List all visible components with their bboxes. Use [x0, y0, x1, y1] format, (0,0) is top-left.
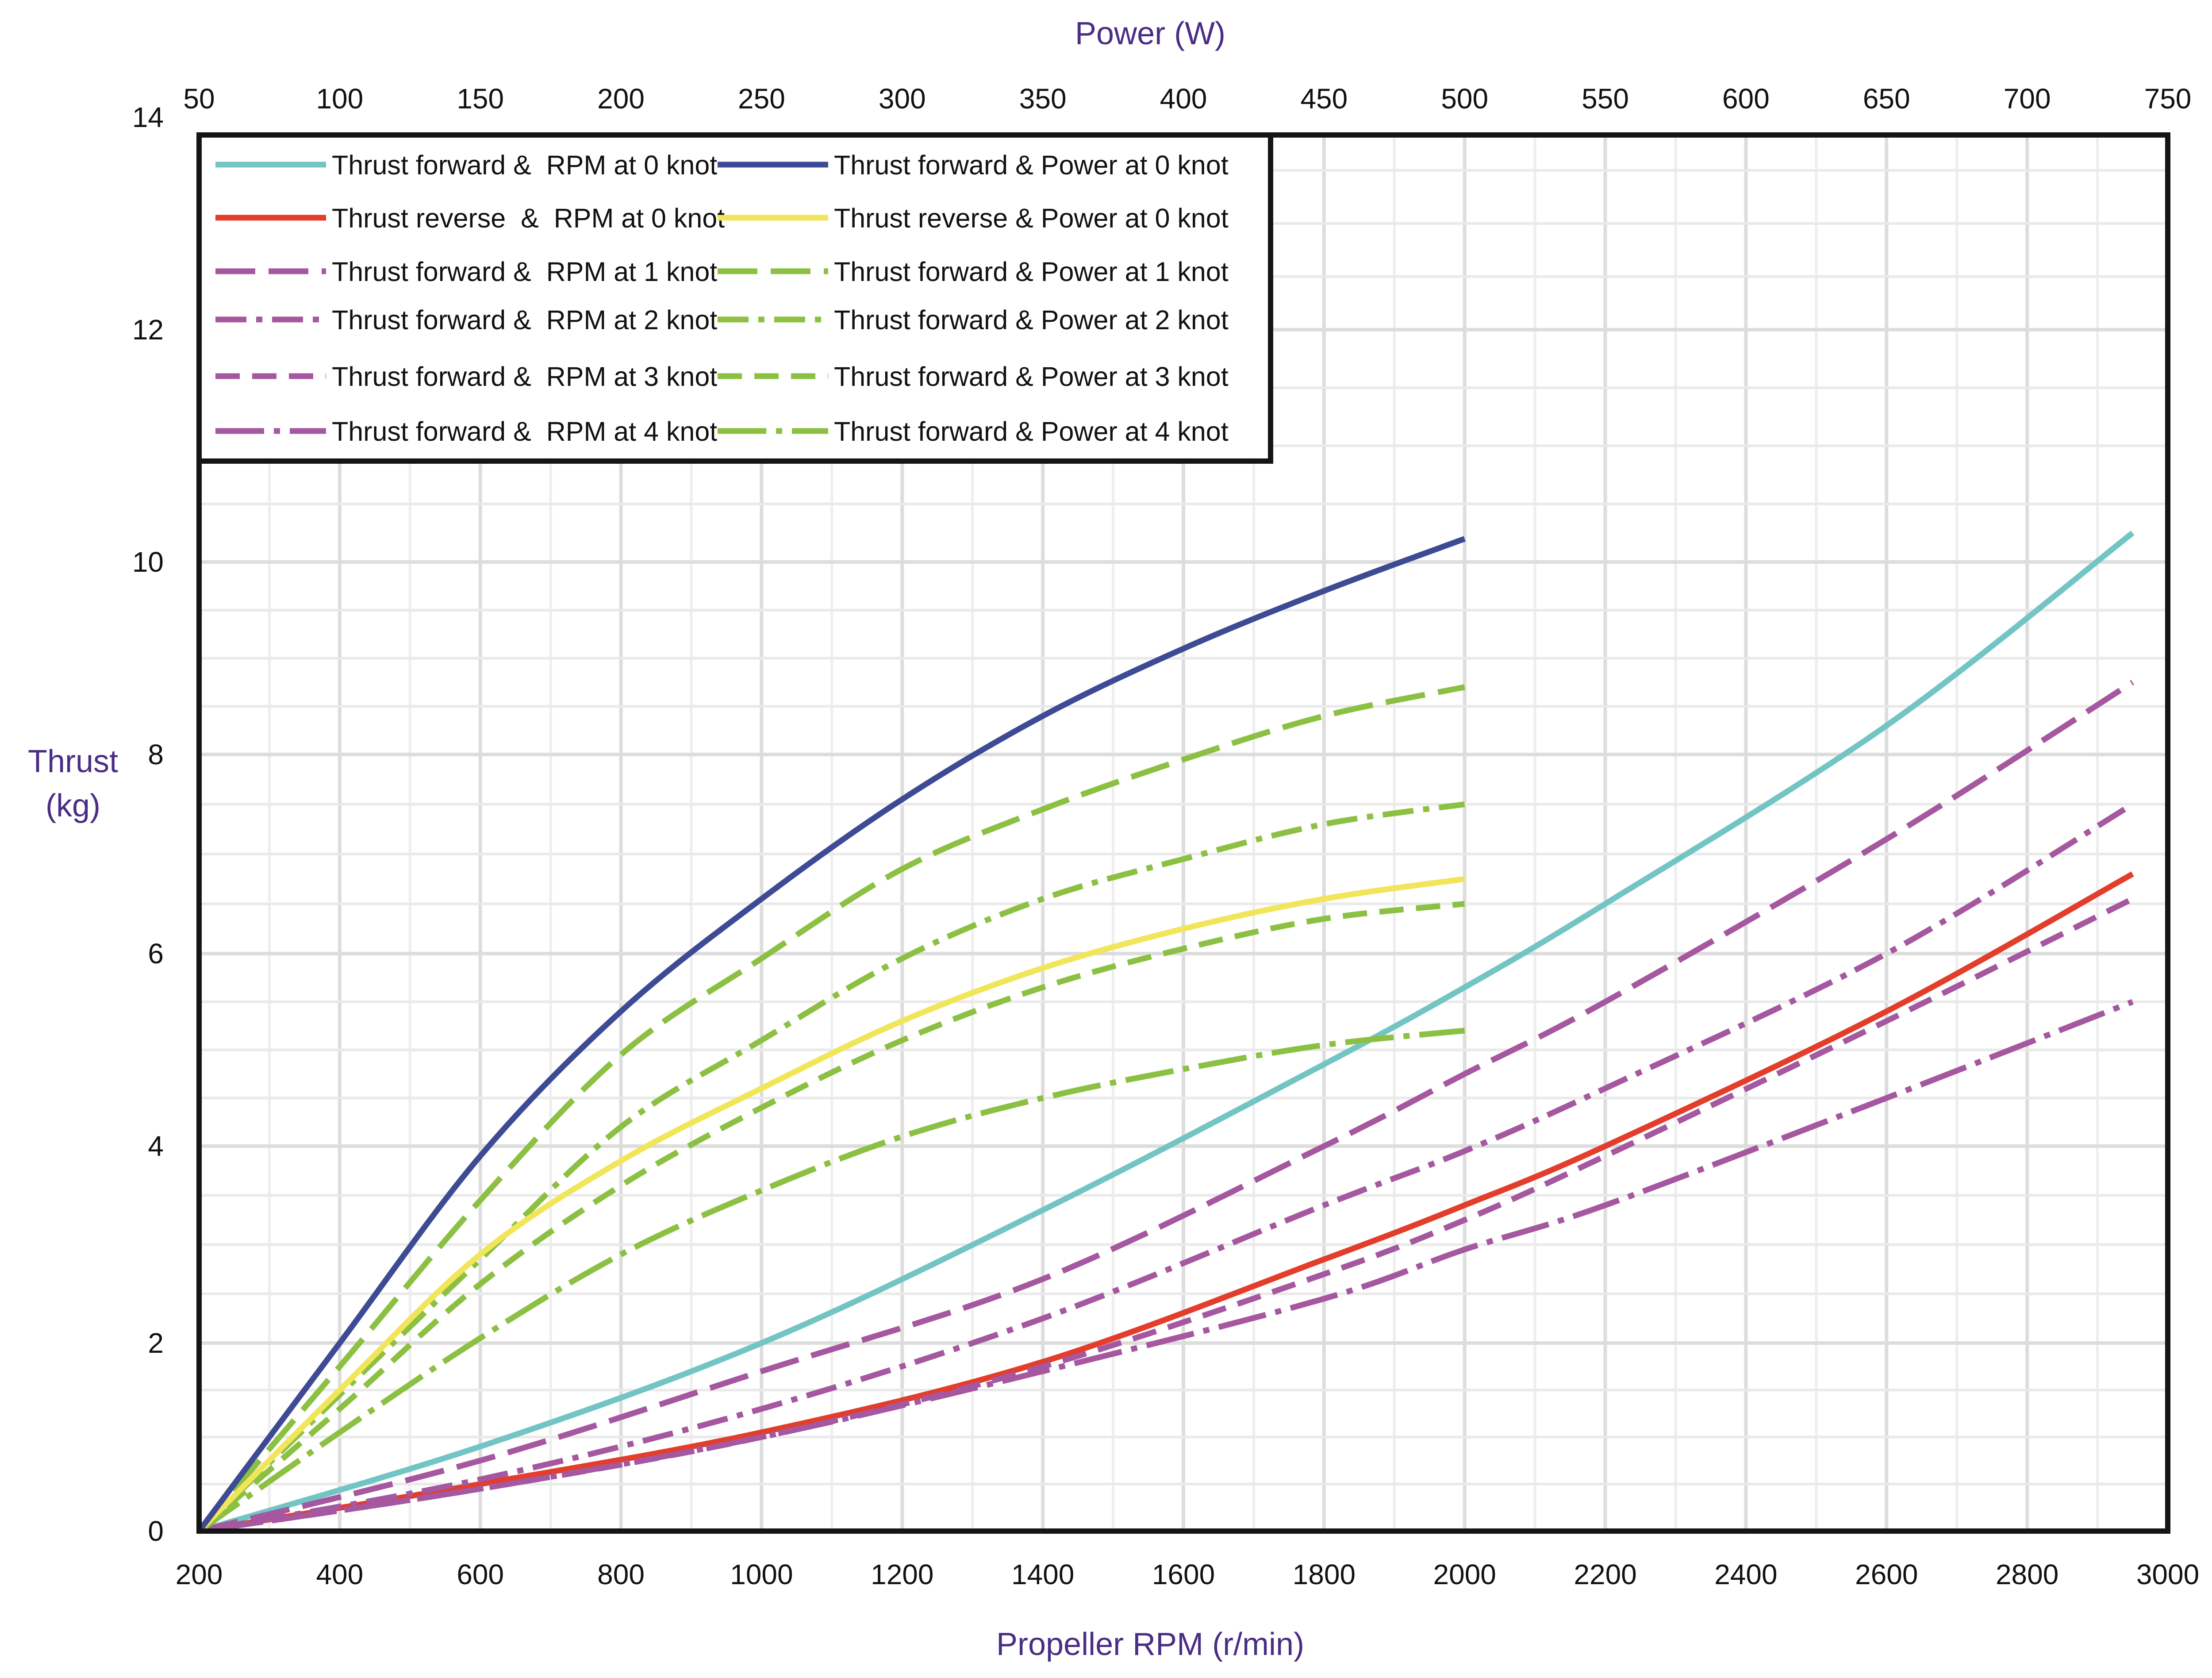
legend-label-4: Thrust forward & RPM at 1 knot: [332, 257, 717, 287]
x-tick-label: 800: [597, 1559, 645, 1590]
y-tick-label: 0: [148, 1515, 164, 1547]
legend-label-2: Thrust reverse & RPM at 0 knot: [332, 203, 725, 233]
x2-tick-label: 50: [183, 83, 215, 115]
x-tick-label: 3000: [2136, 1559, 2199, 1590]
series-line-8: [199, 896, 2134, 1534]
series-line-3: [197, 876, 1465, 1533]
x2-tick-label: 550: [1582, 83, 1629, 115]
legend-label-3: Thrust reverse & Power at 0 knot: [834, 203, 1229, 233]
series-line-6: [198, 801, 2134, 1534]
y-tick-label: 6: [148, 938, 164, 970]
y-tick-label: 12: [132, 314, 164, 346]
x-tick-label: 1800: [1293, 1559, 1356, 1590]
series-line-9: [197, 901, 1465, 1533]
legend-label-5: Thrust forward & Power at 1 knot: [834, 257, 1229, 287]
x-tick-label: 600: [457, 1559, 504, 1590]
y-tick-label: 14: [132, 101, 164, 133]
x-tick-label: 200: [176, 1559, 223, 1590]
x-tick-label: 2200: [1574, 1559, 1636, 1590]
x2-tick-label: 300: [879, 83, 926, 115]
legend: Thrust forward & RPM at 0 knot Thrust for…: [196, 132, 1273, 464]
series-line-1: [196, 536, 1466, 1533]
x2-axis-title: Power (W): [1075, 16, 1225, 51]
y-axis-title-line2: (kg): [46, 788, 100, 824]
tick-labels: 200 400 600 800 1000 1200 1400 1600 1800 2000 2200…: [132, 83, 2199, 1590]
y-tick-label: 4: [148, 1130, 164, 1162]
x-tick-label: 1200: [871, 1559, 933, 1590]
x-tick-label: 2800: [1996, 1559, 2058, 1590]
legend-label-6: Thrust forward & RPM at 2 knot: [332, 305, 717, 335]
legend-label-1: Thrust forward & Power at 0 knot: [834, 150, 1229, 180]
series-line-10: [199, 999, 2134, 1534]
x2-tick-label: 400: [1160, 83, 1207, 115]
x-tick-label: 2600: [1855, 1559, 1918, 1590]
series-layer: [196, 531, 2135, 1534]
x-tick-label: 400: [316, 1559, 363, 1590]
x-tick-label: 2000: [1433, 1559, 1496, 1590]
x2-tick-label: 700: [2004, 83, 2051, 115]
x2-tick-label: 200: [597, 83, 645, 115]
x2-tick-label: 350: [1019, 83, 1067, 115]
x2-tick-label: 750: [2144, 83, 2192, 115]
x-tick-label: 2400: [1714, 1559, 1777, 1590]
legend-label-0: Thrust forward & RPM at 0 knot: [332, 150, 717, 180]
legend-label-8: Thrust forward & RPM at 3 knot: [332, 362, 717, 392]
series-line-4: [198, 680, 2134, 1534]
legend-label-9: Thrust forward & Power at 3 knot: [834, 362, 1229, 392]
series-line-2: [198, 871, 2134, 1534]
y-axis-title-line1: Thrust: [28, 744, 118, 779]
x2-tick-label: 250: [738, 83, 785, 115]
x2-tick-label: 600: [1722, 83, 1770, 115]
series-line-7: [197, 801, 1465, 1533]
x-tick-label: 1000: [730, 1559, 793, 1590]
x2-tick-label: 100: [316, 83, 363, 115]
legend-label-10: Thrust forward & RPM at 4 knot: [332, 416, 717, 446]
y-tick-label: 8: [148, 739, 164, 770]
x-tick-label: 1400: [1011, 1559, 1074, 1590]
y-tick-label: 10: [132, 546, 164, 578]
x-tick-label: 1600: [1152, 1559, 1215, 1590]
legend-label-7: Thrust forward & Power at 2 knot: [834, 305, 1229, 335]
x-axis-title: Propeller RPM (r/min): [996, 1627, 1304, 1662]
series-line-11: [197, 1028, 1465, 1534]
series-line-0: [198, 531, 2135, 1534]
x2-tick-label: 450: [1300, 83, 1348, 115]
y-tick-label: 2: [148, 1327, 164, 1359]
x2-tick-label: 650: [1863, 83, 1910, 115]
x2-tick-label: 150: [457, 83, 504, 115]
legend-label-11: Thrust forward & Power at 4 knot: [834, 416, 1229, 446]
series-line-5: [197, 684, 1465, 1533]
x2-tick-label: 500: [1441, 83, 1488, 115]
legend-box: [196, 132, 1273, 464]
